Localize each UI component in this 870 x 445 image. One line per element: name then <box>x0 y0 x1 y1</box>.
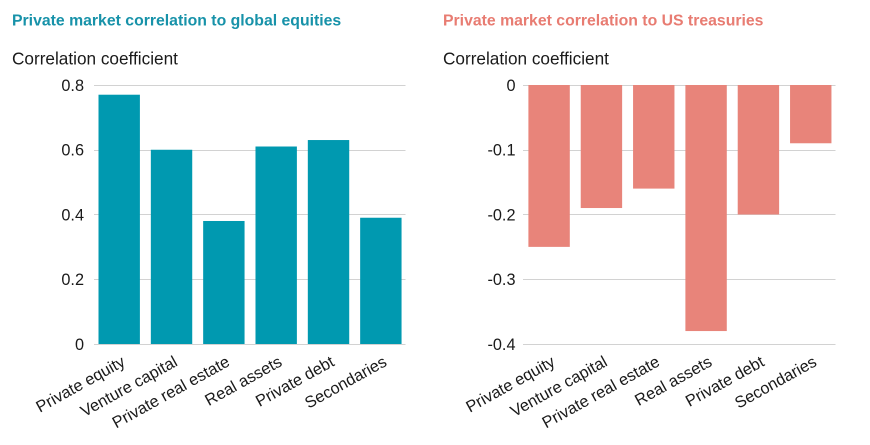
svg-text:0.8: 0.8 <box>61 77 84 95</box>
svg-text:Private market correlation to: Private market correlation to global equ… <box>12 13 341 30</box>
svg-text:0: 0 <box>75 336 84 354</box>
svg-text:Correlation coefficient: Correlation coefficient <box>443 49 609 69</box>
svg-text:-0.1: -0.1 <box>487 142 515 160</box>
svg-text:Private market correlation to: Private market correlation to US treasur… <box>443 13 764 30</box>
svg-text:-0.2: -0.2 <box>487 206 515 224</box>
svg-text:-0.4: -0.4 <box>487 336 515 354</box>
svg-text:0.2: 0.2 <box>61 271 84 289</box>
svg-text:0.4: 0.4 <box>61 206 84 224</box>
svg-text:-0.3: -0.3 <box>487 271 515 289</box>
svg-text:0.6: 0.6 <box>61 142 84 160</box>
svg-text:Correlation coefficient: Correlation coefficient <box>12 49 178 69</box>
svg-text:0: 0 <box>506 77 515 95</box>
